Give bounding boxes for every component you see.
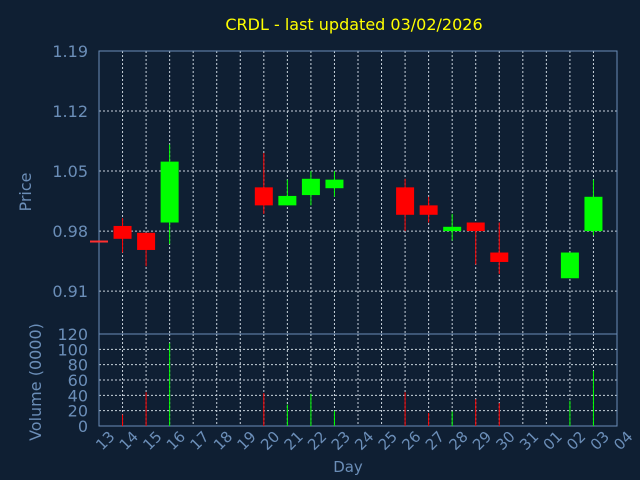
volume-tick-label: 100	[57, 340, 88, 359]
day-tick-label: 15	[139, 428, 165, 454]
day-tick-label: 20	[257, 428, 283, 454]
day-tick-label: 21	[281, 428, 307, 454]
candle-body	[419, 205, 438, 215]
volume-tick-label: 40	[68, 386, 88, 405]
candle-body	[396, 187, 415, 215]
day-tick-label: 30	[493, 428, 519, 454]
day-tick-label: 25	[375, 428, 401, 454]
candle-body	[90, 240, 108, 243]
candle-body	[466, 222, 485, 232]
day-tick-label: 03	[587, 428, 613, 454]
volume-tick-label: 0	[78, 417, 88, 436]
candle-body	[490, 252, 509, 262]
candle-body	[584, 196, 603, 232]
day-tick-label: 26	[398, 428, 424, 454]
day-tick-label: 19	[234, 428, 260, 454]
volume-tick-label: 60	[68, 371, 88, 390]
price-tick-label: 0.91	[52, 282, 88, 301]
price-axis-label: Price	[16, 172, 35, 211]
day-tick-label: 27	[422, 428, 448, 454]
day-tick-label: 01	[540, 428, 566, 454]
day-axis-label: Day	[333, 458, 363, 476]
day-tick-label: 29	[469, 428, 495, 454]
candle-body	[560, 252, 579, 279]
day-tick-label: 14	[116, 428, 142, 454]
day-tick-label: 02	[563, 428, 589, 454]
candle-body	[301, 178, 320, 196]
volume-axis-label: Volume (0000)	[26, 323, 45, 441]
day-tick-label: 31	[516, 428, 542, 454]
candle-body	[160, 161, 179, 223]
price-tick-label: 1.05	[52, 162, 88, 181]
candle-body	[443, 226, 462, 232]
candle-body	[325, 179, 344, 189]
volume-tick-label: 80	[68, 356, 88, 375]
volume-tick-label: 120	[57, 325, 88, 344]
price-tick-label: 1.12	[52, 102, 88, 121]
day-tick-label: 18	[210, 428, 236, 454]
day-tick-label: 24	[351, 428, 377, 454]
price-tick-label: 1.19	[52, 42, 88, 61]
day-tick-label: 28	[445, 428, 471, 454]
day-tick-label: 04	[610, 428, 636, 454]
day-tick-label: 16	[163, 428, 189, 454]
day-tick-label: 13	[92, 428, 118, 454]
volume-tick-label: 20	[68, 402, 88, 421]
day-tick-label: 23	[328, 428, 354, 454]
candle-body	[137, 232, 156, 250]
candle-body	[278, 195, 297, 206]
price-tick-label: 0.98	[52, 222, 88, 241]
chart-title: CRDL - last updated 03/02/2026	[225, 15, 482, 34]
candle-body	[113, 225, 132, 239]
day-tick-label: 17	[186, 428, 212, 454]
day-tick-label: 22	[304, 428, 330, 454]
volume-panel-frame	[98, 333, 618, 427]
candle-body	[254, 187, 273, 206]
